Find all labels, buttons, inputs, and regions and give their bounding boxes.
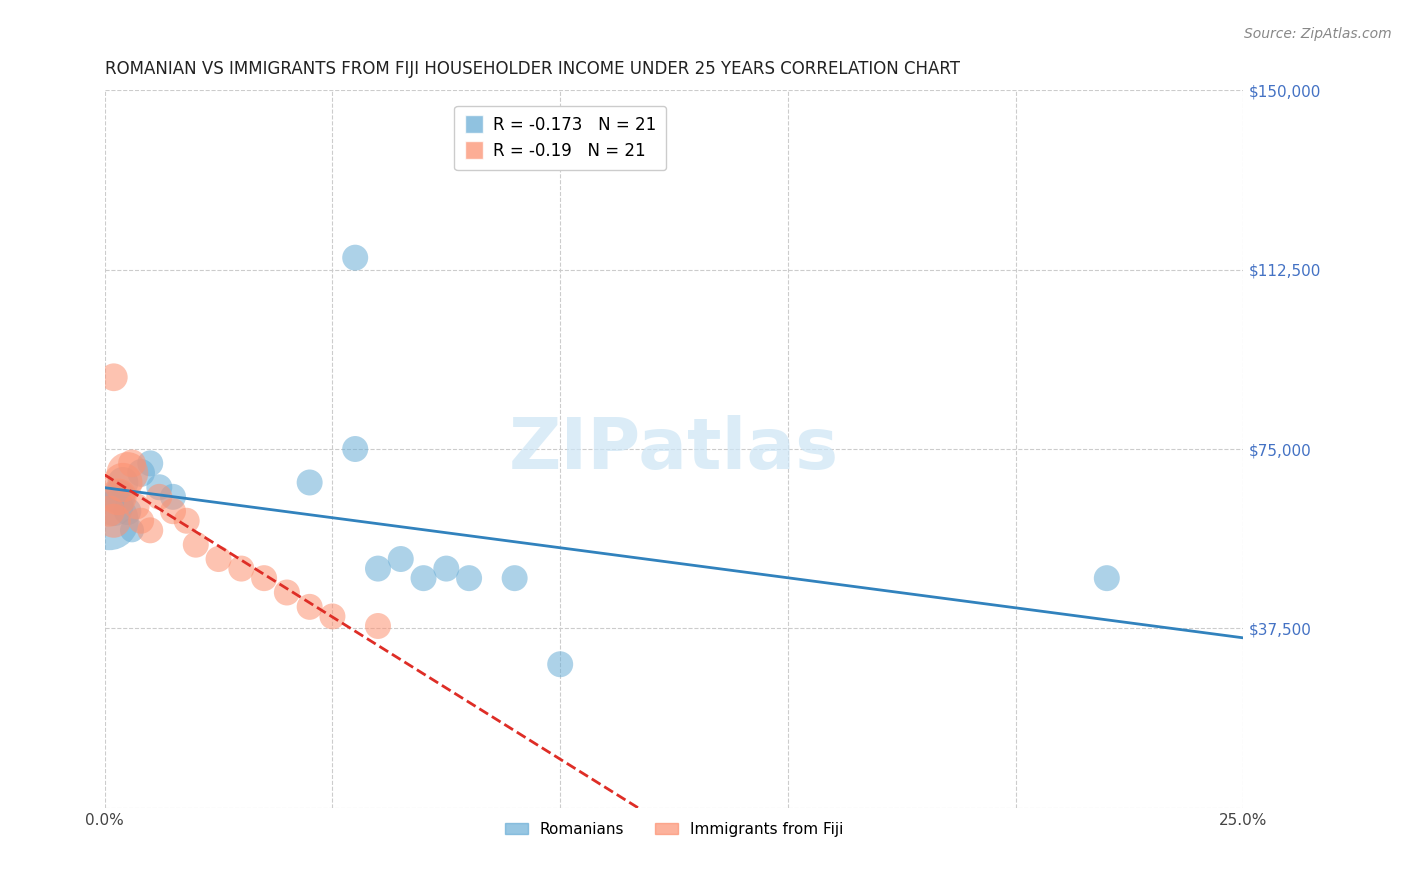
Point [98,504,121,518]
Point [434,561,457,575]
Point [117,504,139,518]
Point [276,585,298,599]
Point [253,571,276,585]
Point [103,514,125,528]
Point [148,490,170,504]
Point [231,561,253,575]
Point [125,500,148,514]
Point [129,514,152,528]
Point [103,370,125,384]
Point [121,524,143,538]
Text: Source: ZipAtlas.com: Source: ZipAtlas.com [1244,27,1392,41]
Point [548,657,571,672]
Point [207,552,229,566]
Point [117,466,139,480]
Point [139,524,162,538]
Point [184,538,207,552]
Point [148,480,170,494]
Point [139,456,162,470]
Point [111,475,134,490]
Point [103,500,125,514]
Point [367,619,389,633]
Point [298,475,321,490]
Point [98,514,121,528]
Point [162,504,184,518]
Point [162,490,184,504]
Point [1095,571,1118,585]
Point [367,561,389,575]
Point [412,571,434,585]
Point [176,514,198,528]
Legend: Romanians, Immigrants from Fiji: Romanians, Immigrants from Fiji [499,816,849,843]
Point [107,490,129,504]
Point [458,571,481,585]
Point [111,475,134,490]
Point [107,490,129,504]
Point [121,456,143,470]
Point [344,251,367,265]
Text: ZIPatlas: ZIPatlas [509,415,839,483]
Point [503,571,526,585]
Point [298,599,321,614]
Text: ROMANIAN VS IMMIGRANTS FROM FIJI HOUSEHOLDER INCOME UNDER 25 YEARS CORRELATION C: ROMANIAN VS IMMIGRANTS FROM FIJI HOUSEHO… [104,60,960,78]
Point [129,466,152,480]
Point [389,552,412,566]
Point [321,609,343,624]
Point [344,442,367,456]
